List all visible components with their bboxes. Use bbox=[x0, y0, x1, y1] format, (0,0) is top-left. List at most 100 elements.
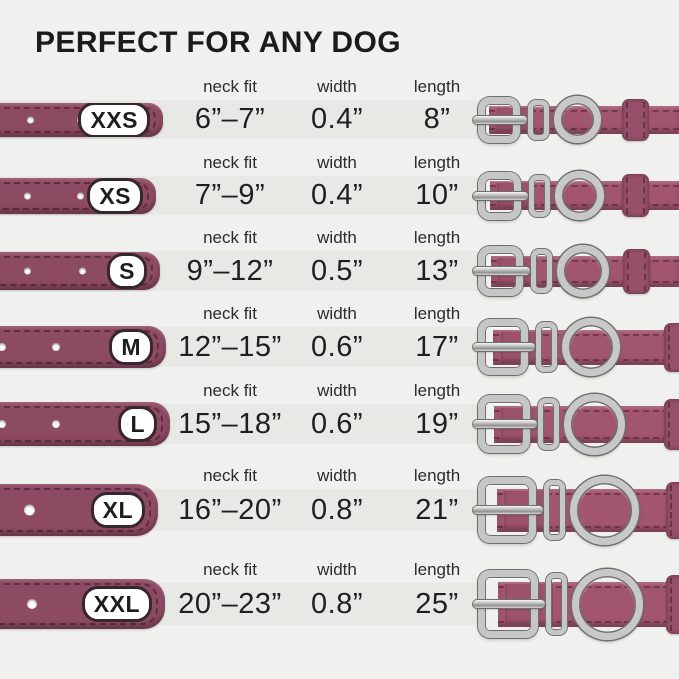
length-value: 19” bbox=[415, 408, 459, 440]
neck-fit-value: 12”–15” bbox=[178, 331, 282, 363]
collar-strap-left-graphic: S bbox=[0, 252, 160, 290]
neck-fit-value: 9”–12” bbox=[186, 255, 274, 287]
width-header: width bbox=[317, 560, 357, 579]
metal-keeper-graphic bbox=[538, 398, 559, 450]
length-header: length bbox=[413, 381, 461, 400]
size-badge: XS bbox=[87, 177, 143, 214]
width-header: width bbox=[317, 466, 357, 485]
d-ring-graphic bbox=[555, 171, 604, 220]
leather-keeper-graphic bbox=[622, 98, 649, 141]
d-ring-graphic bbox=[562, 318, 620, 376]
collar-strap-left-graphic: XXL bbox=[0, 579, 165, 629]
collar-buckle-graphic bbox=[468, 60, 679, 180]
collar-hole bbox=[24, 504, 35, 516]
collar-hole bbox=[24, 267, 31, 275]
buckle-prong-graphic bbox=[473, 343, 535, 351]
collar-hole bbox=[77, 192, 84, 199]
metal-keeper-graphic bbox=[529, 174, 550, 217]
neck-fit-value: 16”–20” bbox=[178, 494, 282, 526]
neck-fit-header: neck fit bbox=[203, 304, 257, 323]
page-title: PERFECT FOR ANY DOG bbox=[35, 26, 401, 59]
width-value: 0.8” bbox=[311, 494, 363, 526]
collar-buckle-graphic bbox=[468, 364, 679, 484]
metal-keeper-graphic bbox=[546, 573, 567, 635]
collar-strap-left-graphic: XXS bbox=[0, 102, 163, 137]
collar-strap-left-graphic: M bbox=[0, 326, 166, 368]
length-value: 13” bbox=[415, 255, 459, 287]
size-badge: S bbox=[107, 253, 147, 289]
collar-hole bbox=[27, 599, 37, 609]
size-badge: XL bbox=[90, 492, 145, 528]
metal-keeper-graphic bbox=[528, 99, 549, 140]
buckle-prong-graphic bbox=[473, 115, 527, 124]
width-value: 0.8” bbox=[311, 588, 363, 620]
neck-fit-value: 7”–9” bbox=[194, 179, 266, 211]
neck-fit-header: neck fit bbox=[203, 77, 257, 96]
length-header: length bbox=[413, 77, 461, 96]
d-ring-graphic bbox=[570, 475, 639, 545]
leather-keeper-graphic bbox=[623, 248, 650, 294]
collar-hole bbox=[0, 343, 6, 351]
collar-hole bbox=[0, 420, 6, 428]
neck-fit-header: neck fit bbox=[203, 381, 257, 400]
d-ring-graphic bbox=[554, 96, 601, 143]
length-header: length bbox=[413, 228, 461, 247]
buckle-prong-graphic bbox=[473, 506, 543, 514]
width-value: 0.4” bbox=[311, 103, 363, 135]
buckle-prong-graphic bbox=[473, 191, 528, 200]
metal-keeper-graphic bbox=[544, 480, 565, 540]
collar-buckle-graphic bbox=[468, 544, 679, 664]
collar-hole bbox=[24, 192, 31, 199]
width-header: width bbox=[317, 381, 357, 400]
size-badge: M bbox=[109, 329, 153, 365]
width-value: 0.4” bbox=[311, 179, 363, 211]
leather-keeper-graphic bbox=[664, 322, 679, 372]
length-header: length bbox=[413, 560, 461, 579]
collar-hole bbox=[27, 116, 34, 123]
collar-hole bbox=[52, 420, 60, 428]
leather-keeper-graphic bbox=[622, 174, 649, 217]
length-value: 17” bbox=[415, 331, 459, 363]
length-value: 25” bbox=[415, 588, 459, 620]
leather-keeper-graphic bbox=[666, 574, 679, 634]
width-value: 0.6” bbox=[311, 331, 363, 363]
neck-fit-value: 15”–18” bbox=[178, 408, 282, 440]
neck-fit-value: 20”–23” bbox=[178, 588, 282, 620]
collar-strap-left-graphic: XL bbox=[0, 484, 158, 536]
length-value: 21” bbox=[415, 494, 459, 526]
buckle-prong-graphic bbox=[473, 420, 537, 428]
length-header: length bbox=[413, 304, 461, 323]
collar-hole bbox=[79, 267, 86, 275]
width-header: width bbox=[317, 153, 357, 172]
neck-fit-header: neck fit bbox=[203, 228, 257, 247]
collar-buckle-graphic bbox=[468, 287, 679, 407]
leather-keeper-graphic bbox=[664, 398, 679, 450]
neck-fit-header: neck fit bbox=[203, 153, 257, 172]
collar-strap-left-graphic: XS bbox=[0, 177, 156, 214]
collar-hole bbox=[52, 343, 60, 351]
metal-keeper-graphic bbox=[531, 249, 552, 293]
leather-keeper-graphic bbox=[666, 481, 679, 539]
width-header: width bbox=[317, 77, 357, 96]
buckle-prong-graphic bbox=[473, 267, 530, 275]
collar-buckle-graphic bbox=[468, 211, 679, 331]
buckle-prong-graphic bbox=[473, 600, 545, 608]
size-badge: L bbox=[118, 406, 157, 442]
length-value: 8” bbox=[423, 103, 451, 135]
collar-buckle-graphic bbox=[468, 450, 679, 570]
d-ring-graphic bbox=[557, 245, 609, 297]
width-header: width bbox=[317, 228, 357, 247]
neck-fit-header: neck fit bbox=[203, 466, 257, 485]
length-header: length bbox=[413, 466, 461, 485]
metal-keeper-graphic bbox=[536, 322, 557, 372]
width-value: 0.5” bbox=[311, 255, 363, 287]
length-header: length bbox=[413, 153, 461, 172]
neck-fit-header: neck fit bbox=[203, 560, 257, 579]
collar-buckle-graphic bbox=[468, 136, 679, 256]
